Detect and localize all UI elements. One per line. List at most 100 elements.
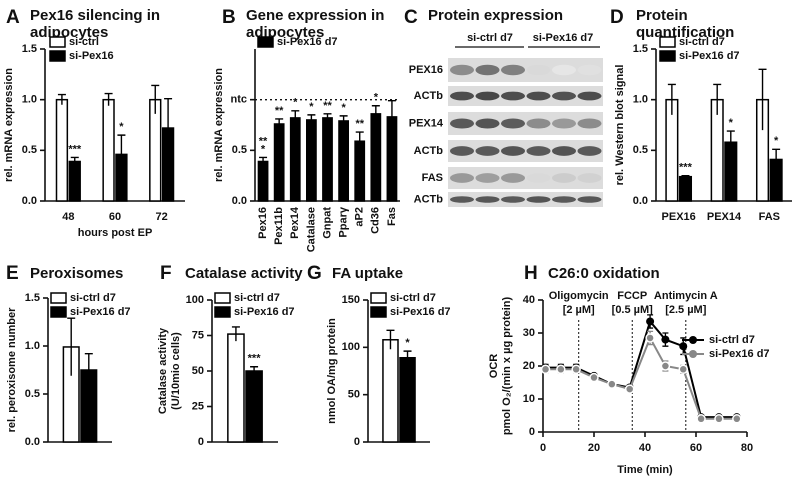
panel-letter: A — [6, 7, 20, 28]
legend-label: si-ctrl d7 — [70, 292, 116, 304]
legend-label: si-ctrl d7 — [679, 36, 725, 48]
blot-band — [552, 146, 576, 156]
y-axis-label: rel. mRNA expression — [213, 68, 225, 182]
significance: * — [374, 92, 379, 104]
error-bar — [231, 326, 240, 342]
y-axis-label: (U/10mio cells) — [170, 332, 182, 410]
y-axis-label: rel. peroxisome number — [6, 307, 18, 432]
injection-label: FCCP — [617, 290, 647, 302]
x-axis-label: hours post EP — [78, 227, 153, 239]
injection-label: Antimycin A — [654, 290, 718, 302]
error-bar — [726, 130, 735, 154]
blot-band — [450, 173, 474, 183]
blot-band — [552, 196, 576, 203]
blot-band — [526, 173, 551, 183]
marker — [589, 372, 599, 383]
y-tick-label: 1.0 — [22, 94, 37, 106]
injection-label: [2.5 µM] — [665, 304, 707, 316]
significance: * — [119, 121, 124, 133]
y-tick-label: 1.5 — [633, 43, 648, 55]
blot-row-label: PEX14 — [409, 117, 444, 129]
bar — [102, 98, 115, 202]
significance: ** — [323, 100, 332, 112]
y-tick-label: 0.0 — [25, 436, 40, 448]
x-tick-label: Pparγ — [338, 206, 350, 237]
panel-letter: F — [160, 263, 172, 284]
blot-band — [526, 146, 551, 156]
significance: *** — [679, 162, 693, 174]
error-bar — [371, 105, 380, 122]
blot-band — [501, 91, 525, 101]
legend-label: si-Pex16 d7 — [277, 36, 338, 48]
legend-label: si-Pex16 d7 — [234, 306, 295, 318]
legend-swatch — [659, 50, 676, 62]
bar — [678, 175, 693, 202]
panel-letter: H — [524, 263, 538, 284]
marker — [661, 335, 670, 344]
y-tick-label: 0.5 — [22, 144, 37, 156]
x-tick-label: Pex16 — [257, 207, 269, 239]
x-tick-label: 60 — [109, 211, 121, 223]
blot-strip — [448, 112, 603, 135]
bar — [289, 117, 301, 202]
significance: *** — [68, 143, 82, 155]
x-tick-label: Pex14 — [289, 206, 301, 239]
error-bar — [151, 84, 160, 114]
blot-band — [526, 64, 551, 76]
x-tick-label: Cd36 — [370, 207, 382, 234]
blot-band — [475, 118, 500, 129]
blot-row-label: ACTb — [414, 193, 444, 205]
error-bar — [291, 110, 300, 125]
legend-label: si-Pex16 d7 — [709, 348, 770, 360]
legend-swatch — [257, 36, 274, 48]
error-bar — [667, 83, 676, 115]
bar — [306, 119, 317, 202]
marker — [645, 333, 655, 343]
blot-band — [501, 173, 525, 183]
injection-label: [2 µM] — [563, 304, 595, 316]
legend-swatch — [370, 292, 387, 304]
y-axis-label: rel. Western blot signal — [614, 65, 626, 186]
y-tick-label: 0.0 — [22, 195, 37, 207]
blot-band — [577, 64, 602, 76]
legend-label: si-Pex16 d7 — [70, 306, 131, 318]
y-axis-label: Catalase activity — [157, 327, 169, 414]
blot-band — [475, 64, 500, 76]
blot-band — [577, 173, 602, 183]
error-bar — [104, 92, 113, 106]
y-axis-label: pmol O₂/(min x µg protein) — [501, 297, 513, 436]
y-tick-label: ntc — [231, 94, 248, 106]
legend-label: si-ctrl — [69, 36, 99, 48]
marker — [540, 364, 551, 375]
error-bar — [681, 174, 690, 178]
x-tick-label: 20 — [588, 442, 600, 454]
significance: * — [261, 143, 266, 155]
y-tick-label: 1.5 — [22, 43, 37, 55]
error-bar — [713, 83, 722, 115]
error-bar — [403, 350, 412, 365]
marker — [607, 379, 617, 389]
x-axis-label: Time (min) — [617, 464, 673, 476]
blot-band — [450, 91, 474, 101]
legend-label: si-Pex16 — [69, 50, 114, 62]
y-tick-label: 0.0 — [232, 195, 247, 207]
y-tick-label: 1.5 — [25, 292, 40, 304]
marker — [646, 317, 655, 326]
blot-band — [552, 64, 576, 76]
marker — [556, 364, 566, 375]
blot-band — [475, 173, 500, 183]
error-bar — [772, 148, 781, 170]
blot-band — [526, 118, 551, 129]
bar — [55, 98, 69, 202]
panel-title: Peroxisomes — [30, 265, 123, 282]
legend-swatch — [49, 50, 66, 62]
y-tick-label: 40 — [523, 294, 535, 306]
significance: * — [309, 101, 314, 113]
bar — [382, 339, 399, 443]
x-tick-label: Gnpat — [321, 207, 333, 239]
x-tick-label: aP2 — [354, 207, 366, 227]
error-bar — [339, 115, 348, 127]
legend-swatch — [50, 292, 67, 304]
marker — [679, 342, 688, 351]
blot-row-label: FAS — [422, 172, 443, 184]
